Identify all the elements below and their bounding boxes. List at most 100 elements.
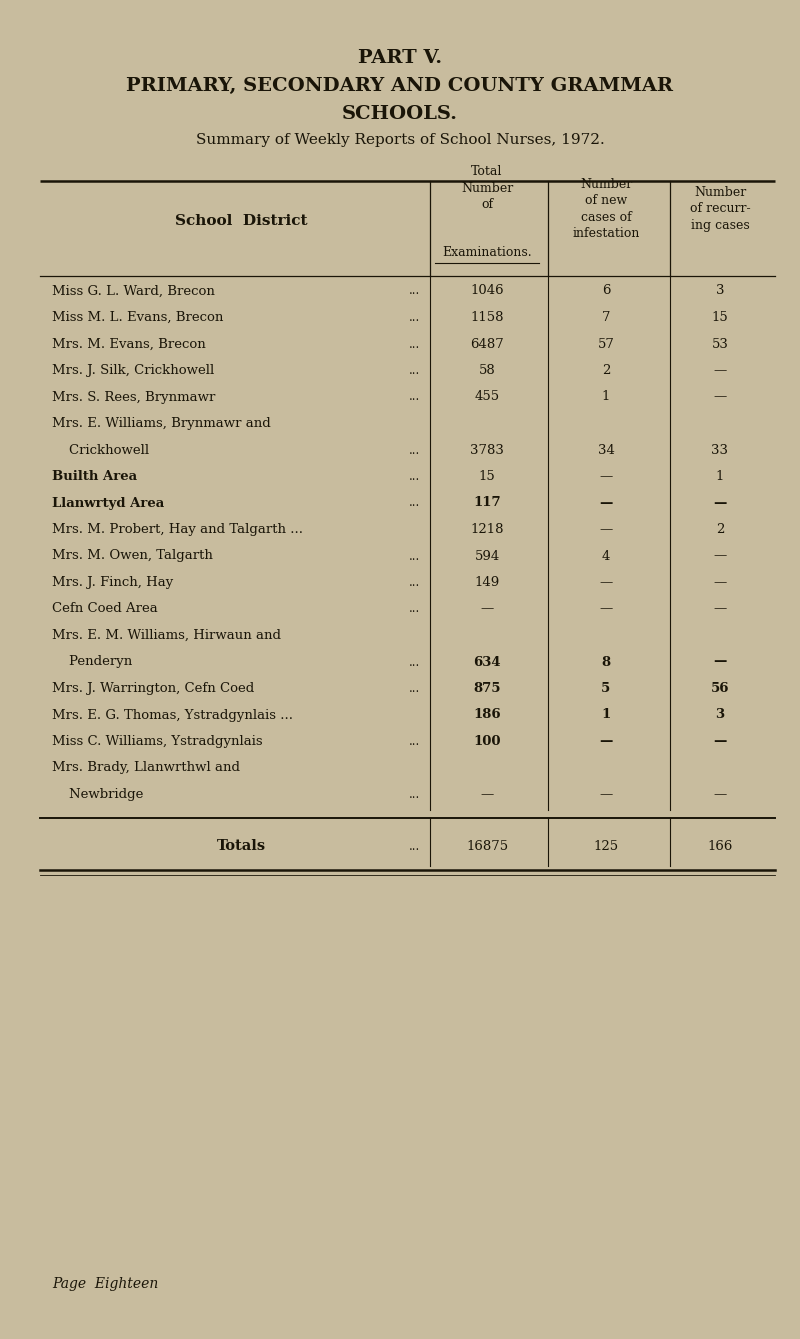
Text: Mrs. S. Rees, Brynmawr: Mrs. S. Rees, Brynmawr bbox=[52, 391, 215, 403]
Text: 56: 56 bbox=[710, 682, 730, 695]
Text: SCHOOLS.: SCHOOLS. bbox=[342, 104, 458, 123]
Text: School  District: School District bbox=[174, 214, 307, 228]
Text: Totals: Totals bbox=[217, 840, 266, 853]
Text: 8: 8 bbox=[602, 656, 610, 668]
Text: 5: 5 bbox=[602, 682, 610, 695]
Text: ...: ... bbox=[409, 337, 420, 351]
Text: Cefn Coed Area: Cefn Coed Area bbox=[52, 603, 158, 616]
Text: 125: 125 bbox=[594, 840, 618, 853]
Text: ...: ... bbox=[409, 682, 420, 695]
Text: —: — bbox=[599, 576, 613, 589]
Text: Mrs. J. Finch, Hay: Mrs. J. Finch, Hay bbox=[52, 576, 174, 589]
Text: —: — bbox=[599, 787, 613, 801]
Text: —: — bbox=[599, 735, 613, 749]
Text: —: — bbox=[599, 603, 613, 616]
Text: —: — bbox=[714, 656, 726, 668]
Text: —: — bbox=[714, 549, 726, 562]
Text: 875: 875 bbox=[474, 682, 501, 695]
Text: —: — bbox=[599, 470, 613, 483]
Text: 634: 634 bbox=[473, 656, 501, 668]
Text: 15: 15 bbox=[712, 311, 728, 324]
Text: Newbridge: Newbridge bbox=[52, 787, 143, 801]
Text: —: — bbox=[714, 391, 726, 403]
Text: Penderyn: Penderyn bbox=[52, 656, 132, 668]
Text: ...: ... bbox=[409, 656, 420, 668]
Text: 3: 3 bbox=[715, 708, 725, 722]
Text: 1: 1 bbox=[716, 470, 724, 483]
Text: ...: ... bbox=[409, 391, 420, 403]
Text: Number
of recurr-
ing cases: Number of recurr- ing cases bbox=[690, 186, 750, 232]
Text: 4: 4 bbox=[602, 549, 610, 562]
Text: Mrs. E. Williams, Brynmawr and: Mrs. E. Williams, Brynmawr and bbox=[52, 416, 270, 430]
Text: —: — bbox=[480, 787, 494, 801]
Text: ...: ... bbox=[409, 735, 420, 749]
Text: Examinations.: Examinations. bbox=[442, 246, 532, 260]
Text: 16875: 16875 bbox=[466, 840, 508, 853]
Text: ...: ... bbox=[409, 549, 420, 562]
Text: 3: 3 bbox=[716, 284, 724, 297]
Text: —: — bbox=[714, 576, 726, 589]
Text: —: — bbox=[599, 524, 613, 536]
Text: —: — bbox=[714, 364, 726, 378]
Text: Number
of new
cases of
infestation: Number of new cases of infestation bbox=[572, 178, 640, 240]
Text: —: — bbox=[714, 497, 726, 510]
Text: Mrs. M. Probert, Hay and Talgarth ...: Mrs. M. Probert, Hay and Talgarth ... bbox=[52, 524, 303, 536]
Text: 34: 34 bbox=[598, 443, 614, 457]
Text: Mrs. J. Warrington, Cefn Coed: Mrs. J. Warrington, Cefn Coed bbox=[52, 682, 254, 695]
Text: ...: ... bbox=[409, 364, 420, 378]
Text: 6487: 6487 bbox=[470, 337, 504, 351]
Text: —: — bbox=[480, 603, 494, 616]
Text: 57: 57 bbox=[598, 337, 614, 351]
Text: ...: ... bbox=[409, 840, 420, 853]
Text: —: — bbox=[599, 497, 613, 510]
Text: 15: 15 bbox=[478, 470, 495, 483]
Text: ...: ... bbox=[409, 603, 420, 616]
Text: Mrs. M. Evans, Brecon: Mrs. M. Evans, Brecon bbox=[52, 337, 206, 351]
Text: 117: 117 bbox=[473, 497, 501, 510]
Text: 53: 53 bbox=[711, 337, 729, 351]
Text: PART V.: PART V. bbox=[358, 50, 442, 67]
Text: 1158: 1158 bbox=[470, 311, 504, 324]
Text: 100: 100 bbox=[474, 735, 501, 749]
Text: Crickhowell: Crickhowell bbox=[52, 443, 149, 457]
Text: Miss G. L. Ward, Brecon: Miss G. L. Ward, Brecon bbox=[52, 284, 215, 297]
Text: 455: 455 bbox=[474, 391, 499, 403]
Text: Summary of Weekly Reports of School Nurses, 1972.: Summary of Weekly Reports of School Nurs… bbox=[196, 133, 604, 147]
Text: 1046: 1046 bbox=[470, 284, 504, 297]
Text: ...: ... bbox=[409, 443, 420, 457]
Text: Mrs. M. Owen, Talgarth: Mrs. M. Owen, Talgarth bbox=[52, 549, 213, 562]
Text: 1: 1 bbox=[602, 391, 610, 403]
Text: 3783: 3783 bbox=[470, 443, 504, 457]
Text: —: — bbox=[714, 735, 726, 749]
Text: ...: ... bbox=[409, 576, 420, 589]
Text: 6: 6 bbox=[602, 284, 610, 297]
Text: ...: ... bbox=[409, 787, 420, 801]
Text: Builth Area: Builth Area bbox=[52, 470, 137, 483]
Text: Mrs. J. Silk, Crickhowell: Mrs. J. Silk, Crickhowell bbox=[52, 364, 214, 378]
Text: Miss C. Williams, Ystradgynlais: Miss C. Williams, Ystradgynlais bbox=[52, 735, 262, 749]
Text: ...: ... bbox=[409, 497, 420, 510]
Text: Miss M. L. Evans, Brecon: Miss M. L. Evans, Brecon bbox=[52, 311, 223, 324]
Text: Mrs. Brady, Llanwrthwl and: Mrs. Brady, Llanwrthwl and bbox=[52, 762, 240, 774]
Text: —: — bbox=[714, 603, 726, 616]
Text: 58: 58 bbox=[478, 364, 495, 378]
Text: 186: 186 bbox=[473, 708, 501, 722]
Text: ...: ... bbox=[409, 284, 420, 297]
Text: ...: ... bbox=[409, 470, 420, 483]
Text: Mrs. E. G. Thomas, Ystradgynlais ...: Mrs. E. G. Thomas, Ystradgynlais ... bbox=[52, 708, 293, 722]
Text: Llanwrtyd Area: Llanwrtyd Area bbox=[52, 497, 164, 510]
Text: PRIMARY, SECONDARY AND COUNTY GRAMMAR: PRIMARY, SECONDARY AND COUNTY GRAMMAR bbox=[126, 78, 674, 95]
Text: 1218: 1218 bbox=[470, 524, 504, 536]
Text: 149: 149 bbox=[474, 576, 500, 589]
Text: Mrs. E. M. Williams, Hirwaun and: Mrs. E. M. Williams, Hirwaun and bbox=[52, 629, 281, 641]
Text: 7: 7 bbox=[602, 311, 610, 324]
Text: 1: 1 bbox=[602, 708, 610, 722]
Text: —: — bbox=[714, 787, 726, 801]
Text: 166: 166 bbox=[707, 840, 733, 853]
Text: 2: 2 bbox=[716, 524, 724, 536]
Text: Total
Number
of: Total Number of bbox=[461, 165, 513, 212]
Text: 594: 594 bbox=[474, 549, 500, 562]
Text: Page  Eighteen: Page Eighteen bbox=[52, 1277, 158, 1291]
Text: 33: 33 bbox=[711, 443, 729, 457]
Text: 2: 2 bbox=[602, 364, 610, 378]
